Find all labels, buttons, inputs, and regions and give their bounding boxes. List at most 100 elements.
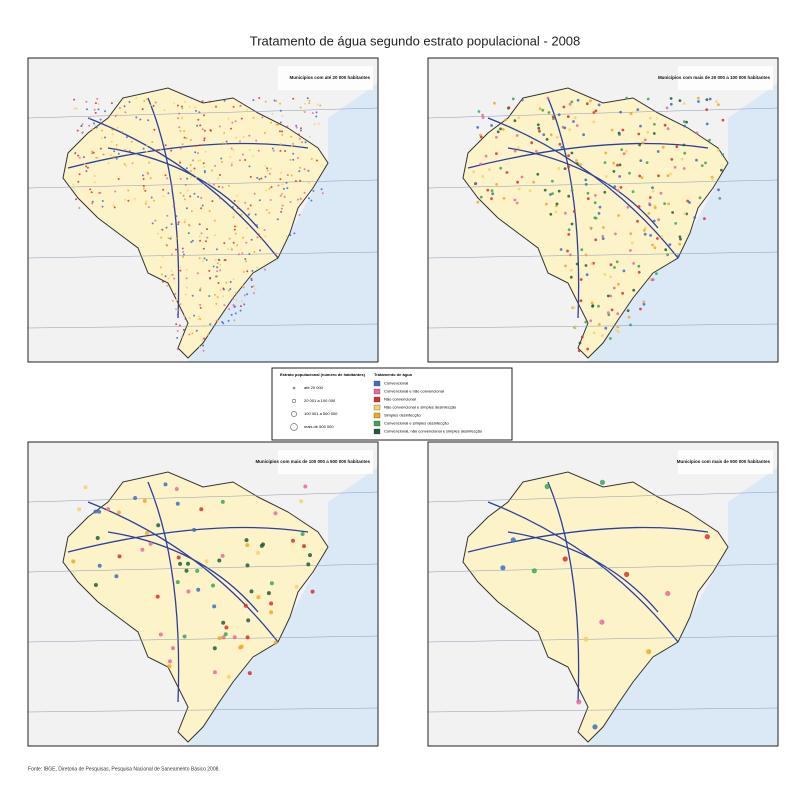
- municipality-dot: [147, 206, 150, 209]
- municipality-dot: [683, 124, 686, 128]
- municipality-dot: [236, 244, 239, 247]
- legend-label: Convencional: [384, 381, 408, 386]
- municipality-dot: [135, 97, 138, 100]
- brazil: [462, 471, 729, 743]
- municipality-dot: [209, 129, 212, 132]
- municipality-dot: [614, 232, 617, 236]
- municipality-dot: [146, 157, 149, 160]
- municipality-dot: [225, 140, 228, 143]
- municipality-dot: [115, 147, 118, 150]
- municipality-dot: [640, 176, 644, 179]
- municipality-dot: [203, 170, 206, 172]
- legend-frame: [271, 367, 513, 441]
- municipality-dot: [198, 223, 201, 226]
- municipality-dot: [208, 100, 211, 103]
- municipality-dot: [239, 309, 242, 312]
- municipality-dot: [270, 186, 273, 189]
- municipality-dot: [97, 563, 102, 568]
- municipality-dot: [266, 169, 269, 172]
- municipality-dot: [319, 104, 322, 107]
- municipality-dot: [279, 178, 282, 181]
- municipality-dot: [279, 149, 282, 152]
- municipality-dot: [235, 299, 238, 302]
- municipality-dot: [302, 110, 305, 113]
- municipality-dot: [646, 130, 650, 134]
- municipality-dot: [229, 281, 232, 283]
- municipality-dot: [230, 127, 232, 130]
- municipality-dot: [161, 228, 164, 231]
- municipality-dot: [490, 197, 493, 201]
- municipality-dot: [182, 194, 185, 197]
- municipality-dot: [199, 303, 202, 306]
- municipality-dot: [295, 124, 298, 127]
- municipality-dot: [245, 241, 248, 244]
- municipality-dot: [674, 222, 678, 225]
- municipality-dot: [261, 116, 264, 119]
- municipality-dot: [117, 178, 120, 180]
- municipality-dot: [187, 223, 190, 226]
- municipality-dot: [249, 175, 252, 178]
- municipality-dot: [647, 212, 651, 215]
- municipality-dot: [179, 191, 182, 194]
- municipality-dot: [248, 149, 251, 151]
- municipality-dot: [570, 222, 574, 226]
- municipality-dot: [555, 202, 559, 206]
- municipality-dot: [215, 248, 218, 251]
- municipality-dot: [517, 146, 520, 150]
- municipality-dot: [114, 115, 117, 118]
- municipality-dot: [306, 562, 311, 567]
- municipality-dot: [165, 226, 168, 229]
- municipality-dot: [256, 266, 258, 269]
- legend-swatch: [373, 420, 381, 427]
- municipality-dot: [217, 185, 220, 188]
- municipality-dot: [486, 188, 490, 192]
- municipality-dot: [476, 200, 480, 204]
- municipality-dot: [481, 175, 484, 178]
- municipality-dot: [245, 227, 248, 230]
- municipality-dot: [234, 136, 237, 139]
- municipality-dot: [186, 589, 191, 594]
- label-bg: [278, 450, 373, 474]
- municipality-dot: [279, 194, 282, 197]
- municipality-dot: [86, 108, 88, 111]
- municipality-dot: [166, 244, 169, 247]
- municipality-dot: [231, 121, 234, 124]
- municipality-dot: [279, 121, 282, 124]
- municipality-dot: [538, 129, 541, 133]
- municipality-dot: [273, 640, 278, 645]
- municipality-dot: [256, 550, 261, 555]
- municipality-dot: [573, 116, 577, 120]
- municipality-dot: [631, 190, 635, 194]
- municipality-dot: [696, 96, 700, 100]
- municipality-dot: [197, 159, 200, 162]
- title: Tratamento de água segundo estrato popul…: [250, 33, 581, 48]
- municipality-dot: [147, 119, 150, 122]
- municipality-dot: [279, 109, 282, 112]
- municipality-dot: [257, 227, 260, 230]
- municipality-dot: [545, 138, 549, 141]
- legend-color-title: Tratamento de água: [374, 372, 413, 377]
- municipality-dot: [269, 601, 274, 606]
- municipality-dot: [315, 159, 318, 162]
- municipality-dot: [216, 270, 219, 273]
- municipality-dot: [301, 141, 303, 144]
- municipality-dot: [651, 278, 655, 281]
- municipality-dot: [183, 315, 186, 317]
- legend-label: Convencional, não convencional e simples…: [384, 429, 483, 434]
- legend-label: Não convencional e simples desinfecção: [384, 405, 457, 410]
- municipality-dot: [629, 232, 633, 236]
- municipality-dot: [612, 161, 615, 165]
- river: [467, 526, 709, 553]
- municipality-dot: [279, 102, 281, 105]
- municipality-dot: [135, 116, 138, 119]
- municipality-dot: [304, 102, 307, 105]
- municipality-dot: [682, 167, 686, 170]
- municipality-dot: [239, 140, 241, 143]
- municipality-dot: [484, 154, 488, 158]
- municipality-dot: [204, 559, 209, 564]
- municipality-dot: [141, 108, 144, 111]
- municipality-dot: [315, 115, 318, 118]
- municipality-dot: [176, 555, 181, 560]
- municipality-dot: [219, 174, 221, 176]
- municipality-dot: [175, 580, 180, 585]
